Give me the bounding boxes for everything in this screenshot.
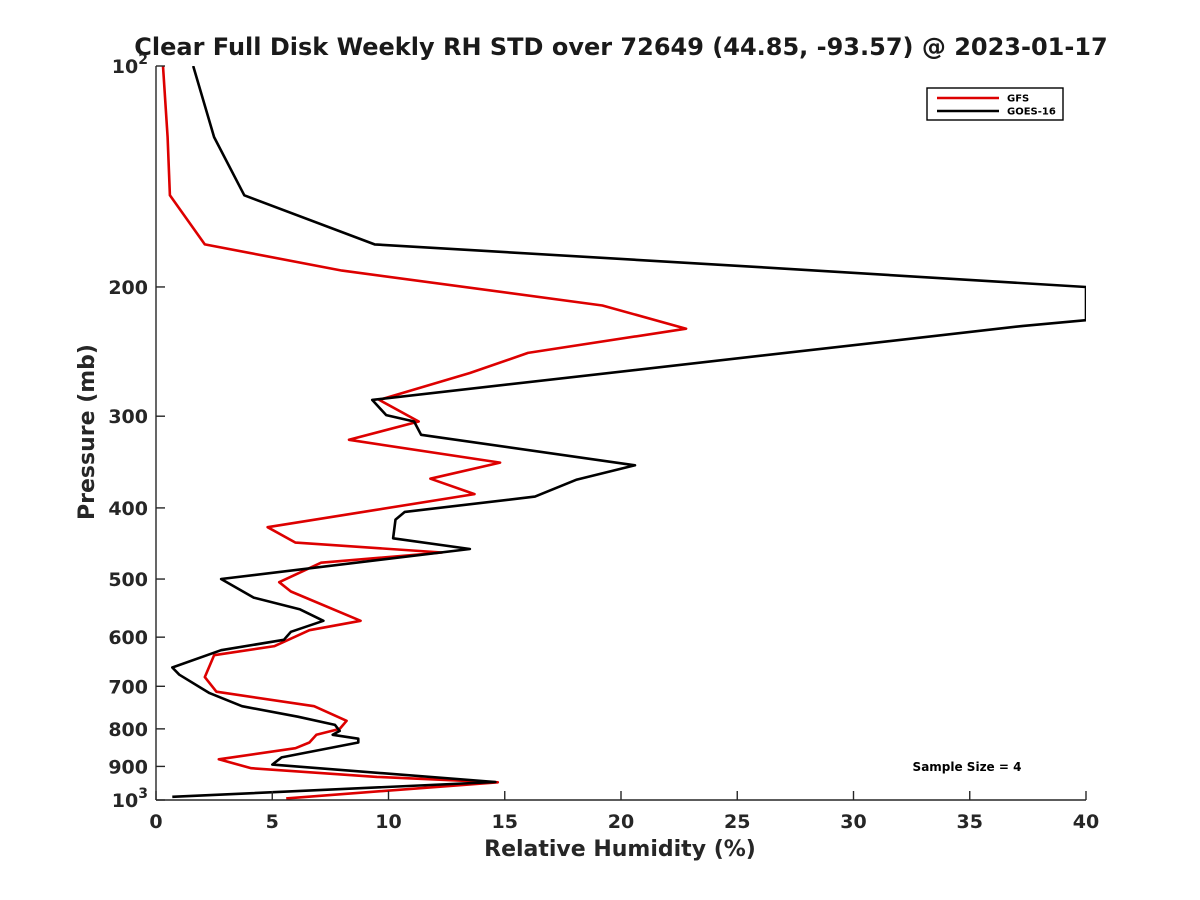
legend-label-goes-16: GOES-16 bbox=[1007, 107, 1056, 118]
x-axis-label: Relative Humidity (%) bbox=[484, 837, 756, 862]
series-layer bbox=[161, 66, 1086, 800]
x-tick-label: 25 bbox=[724, 811, 750, 833]
y-tick-label: 300 bbox=[108, 406, 148, 428]
sample-size-annotation: Sample Size = 4 bbox=[913, 760, 1022, 774]
legend-label-gfs: GFS bbox=[1007, 94, 1029, 105]
y-tick-label: 103 bbox=[112, 786, 148, 812]
y-tick-label: 900 bbox=[108, 756, 148, 778]
y-tick-label: 800 bbox=[108, 719, 148, 741]
series-line-gfs bbox=[161, 66, 688, 800]
x-tick-label: 30 bbox=[840, 811, 866, 833]
x-tick-label: 10 bbox=[375, 811, 401, 833]
chart-title: Clear Full Disk Weekly RH STD over 72649… bbox=[134, 33, 1107, 61]
y-tick-label: 500 bbox=[108, 569, 148, 591]
y-tick-label: 102 bbox=[112, 52, 148, 78]
x-tick-label: 0 bbox=[149, 811, 162, 833]
series-line-goes-16 bbox=[171, 66, 1086, 799]
y-tick-label: 600 bbox=[108, 627, 148, 649]
y-tick-label: 700 bbox=[108, 676, 148, 698]
x-tick-label: 20 bbox=[608, 811, 634, 833]
legend: GFS GOES-16 bbox=[926, 87, 1064, 121]
x-tick-label: 15 bbox=[492, 811, 518, 833]
legend-box bbox=[926, 87, 1064, 121]
x-tick-label: 5 bbox=[266, 811, 279, 833]
y-axis-label: Pressure (mb) bbox=[75, 344, 100, 520]
y-tick-label: 400 bbox=[108, 498, 148, 520]
axes-layer: 0 5 10 15 20 25 30 35 40 102 200 300 400 500 600 700 800… bbox=[108, 52, 1099, 833]
x-tick-label: 40 bbox=[1073, 811, 1099, 833]
y-tick-label: 200 bbox=[108, 277, 148, 299]
x-tick-label: 35 bbox=[957, 811, 983, 833]
